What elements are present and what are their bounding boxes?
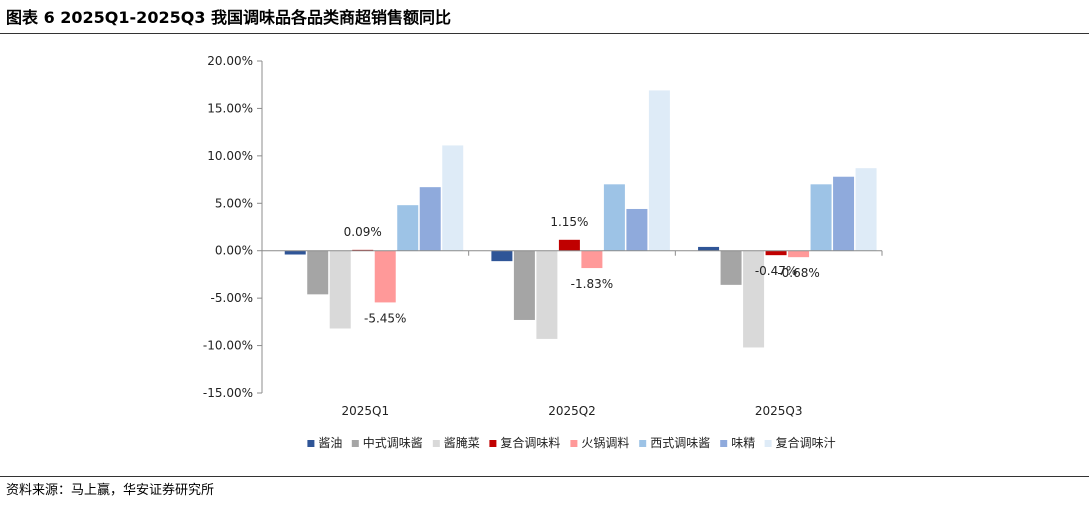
bar [419,187,441,251]
bars [284,90,877,348]
legend-swatch [432,440,440,447]
bar [743,250,765,348]
bar [374,250,396,303]
legend-swatch [720,440,728,447]
top-rule [0,33,1089,34]
y-tick-label: 10.00% [207,149,253,163]
bar [581,250,603,269]
legend: 酱油 中式调味酱 酱腌菜 复合调味料 火锅调料 西式调味酱 味精 复合调味汁 [307,435,836,450]
bar [603,184,625,251]
bar [397,205,419,251]
legend-swatch [570,440,578,447]
bar [626,208,648,251]
data-label: -1.83% [571,277,613,291]
y-tick-label: 15.00% [207,101,253,115]
bar [788,250,810,258]
bar [810,184,832,251]
legend-label: 中式调味酱 [363,435,423,450]
bar [720,250,742,285]
bar [442,145,464,251]
bar [765,250,787,256]
zero-line [261,250,883,256]
y-tick-label: 5.00% [215,196,253,210]
legend-swatch [639,440,647,447]
legend-label: 酱腌菜 [444,435,480,450]
bar [284,250,306,255]
bar [307,250,329,295]
source-note: 资料来源：马上赢，华安证券研究所 [6,483,215,498]
legend-swatch [351,440,359,447]
figure-title: 图表 6 2025Q1-2025Q3 我国调味品各品类商超销售额同比 [6,8,452,27]
legend-label: 复合调味汁 [776,435,836,450]
legend-label: 味精 [731,436,755,450]
bar [855,168,877,251]
data-label: -0.68% [777,266,819,280]
legend-swatch [307,440,315,447]
bar [833,176,855,251]
bar [329,250,351,329]
category-label: 2025Q2 [548,404,596,418]
legend-swatch [764,440,772,447]
category-label: 2025Q1 [342,404,390,418]
bar [558,239,580,251]
chart: -15.00% -10.00% -5.00% 0.00% 5.00% 10.00% 15.0… [203,54,883,450]
data-label: 1.15% [550,215,588,229]
y-tick-label: 20.00% [207,54,253,68]
y-tick-label: -10.00% [203,339,253,353]
legend-label: 复合调味料 [500,435,560,450]
bar [536,250,558,339]
bar [698,246,720,251]
category-labels: 2025Q1 2025Q2 2025Q3 [342,404,803,418]
data-label: -0.47% [755,264,797,278]
legend-label: 火锅调料 [581,435,629,450]
y-tick-label: -5.00% [211,291,253,305]
data-label: -5.45% [364,311,406,325]
bar [513,250,535,320]
y-tick-label: 0.00% [215,244,253,258]
bar [648,90,670,251]
y-axis: -15.00% -10.00% -5.00% 0.00% 5.00% 10.00% 15.0… [203,54,263,400]
bottom-rule [0,476,1089,477]
bar [491,250,513,262]
legend-swatch [489,440,497,447]
category-label: 2025Q3 [755,404,803,418]
data-labels: 0.09% -5.45% 1.15% -1.83% -0.47%-0.68% [344,215,820,326]
legend-label: 西式调味酱 [650,435,710,450]
legend-label: 酱油 [318,435,342,450]
y-tick-label: -15.00% [203,386,253,400]
data-label: 0.09% [344,225,382,239]
